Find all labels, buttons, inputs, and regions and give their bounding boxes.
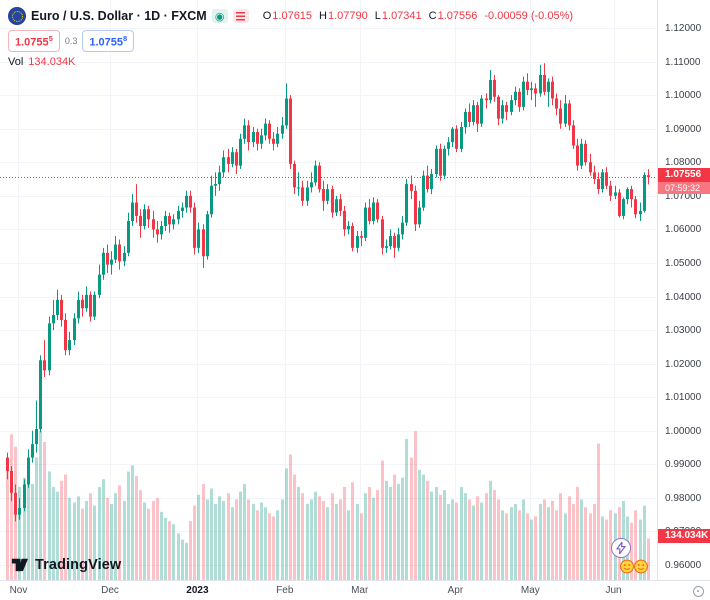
open-value: 1.07615 [272,10,313,22]
price-tick: 1.07000 [665,190,702,202]
bar-countdown: 07:59:32 [658,182,710,195]
change-value: -0.00059 (-0.05%) [484,10,574,22]
price-tick: 1.09000 [665,123,702,135]
time-tick: Feb [276,585,294,596]
time-axis[interactable]: Nov Dec 2023 Feb Mar Apr May Jun [0,580,710,600]
lightning-icon [616,542,626,554]
source-toggle-icon[interactable]: ◉ [211,9,228,23]
time-tick: Jun [605,585,622,596]
chart-legend: Euro / U.S. Dollar · 1D · FXCM ◉ O1.0761… [8,6,573,68]
axis-settings-icon[interactable] [693,586,704,597]
tradingview-logo[interactable]: TradingView [10,555,121,574]
candlestick-chart-canvas[interactable] [0,0,657,580]
sell-bid-button[interactable]: 1.07555 [8,29,60,53]
price-tick: 0.98000 [665,492,702,504]
price-tick: 0.96000 [665,560,702,571]
time-tick: 2023 [186,585,209,596]
price-tick: 1.01000 [665,392,702,404]
ohlc-values: O1.07615 H1.07790 L1.07341 C1.07556 -0.0… [262,10,574,22]
price-tick: 1.10000 [665,90,702,102]
eu-flag-icon [8,7,26,25]
tradingview-logo-icon [11,558,29,572]
price-axis[interactable]: 1.12000 1.11000 1.10000 1.09000 1.08000 1.070… [657,0,710,580]
price-tick: 1.08000 [665,157,702,169]
close-value: 1.07556 [437,10,478,22]
emoji-reactions-button[interactable] [619,559,649,579]
volume-label: Vol [8,56,24,68]
time-tick: Mar [351,585,369,596]
price-tick: 1.12000 [665,23,702,34]
high-value: 1.07790 [328,10,368,22]
buy-ask-button[interactable]: 1.07558 [82,29,135,53]
price-tick: 1.00000 [665,425,702,437]
emoji-stickers-icon [620,559,648,574]
last-price-label: 1.07556 07:59:32 [658,168,710,195]
volume-value: 134.034K [28,56,76,68]
price-tick: 1.05000 [665,257,702,269]
spread-value: 0.3 [64,36,78,46]
time-tick: Nov [9,585,28,596]
price-tick: 1.03000 [665,325,702,337]
chart-plot-area[interactable]: Euro / U.S. Dollar · 1D · FXCM ◉ O1.0761… [0,0,657,580]
price-tick: 1.06000 [665,224,702,236]
volume-axis-label: 134.034K [658,529,710,544]
volume-row[interactable]: Vol 134.034K [8,56,573,68]
time-tick: May [520,585,540,596]
price-tick: 1.02000 [665,358,702,370]
object-tree-icon[interactable] [232,9,249,23]
boost-lightning-button[interactable] [611,538,631,558]
low-value: 1.07341 [381,10,422,22]
symbol-title[interactable]: Euro / U.S. Dollar · 1D · FXCM [31,9,207,23]
tradingview-logo-text: TradingView [35,556,122,573]
time-tick: Apr [447,585,464,596]
time-tick: Dec [101,585,119,596]
price-tick: 1.11000 [665,56,701,68]
price-tick: 1.04000 [665,291,702,303]
last-price-value: 1.07556 [658,168,710,183]
price-tick: 0.99000 [665,459,702,471]
